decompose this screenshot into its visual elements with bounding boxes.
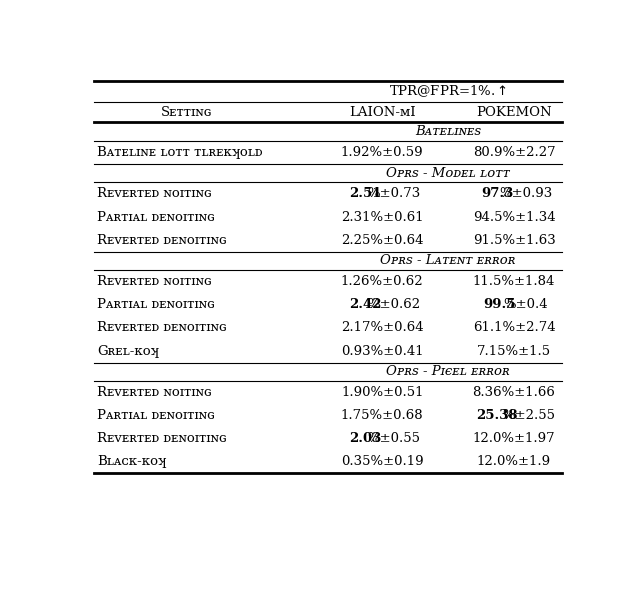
Text: 2.17%±0.64: 2.17%±0.64 <box>341 321 424 334</box>
Text: Rᴇᴠᴇʀᴛᴇᴅ ᴅᴇɴᴏɪᴛɪɴɢ: Rᴇᴠᴇʀᴛᴇᴅ ᴅᴇɴᴏɪᴛɪɴɢ <box>97 432 227 445</box>
Text: Sᴇᴛᴛɪɴɢ: Sᴇᴛᴛɪɴɢ <box>161 106 212 119</box>
Text: 25.38: 25.38 <box>476 409 518 422</box>
Text: Bᴀᴛᴇʟɪɴᴇs: Bᴀᴛᴇʟɪɴᴇs <box>415 125 481 138</box>
Text: Bᴀᴛᴇʟɪɴᴇ ʟᴏᴛᴛ ᴛʟʀᴇᴋʞᴏʟᴅ: Bᴀᴛᴇʟɪɴᴇ ʟᴏᴛᴛ ᴛʟʀᴇᴋʞᴏʟᴅ <box>97 146 262 159</box>
Text: 94.5%±1.34: 94.5%±1.34 <box>473 210 556 224</box>
Text: 2.42: 2.42 <box>349 299 381 311</box>
Text: %±0.55: %±0.55 <box>367 432 420 445</box>
Text: Rᴇᴠᴇʀᴛᴇᴅ ɴᴏɪᴛɪɴɢ: Rᴇᴠᴇʀᴛᴇᴅ ɴᴏɪᴛɪɴɢ <box>97 386 212 399</box>
Text: 61.1%±2.74: 61.1%±2.74 <box>473 321 556 334</box>
Text: 8.36%±1.66: 8.36%±1.66 <box>472 386 556 399</box>
Text: 0.35%±0.19: 0.35%±0.19 <box>341 455 424 468</box>
Text: LAION-ᴍI: LAION-ᴍI <box>349 106 415 119</box>
Text: 1.92%±0.59: 1.92%±0.59 <box>341 146 424 159</box>
Text: Pᴀʀᴛɪᴀʟ ᴅᴇɴᴏɪᴛɪɴɢ: Pᴀʀᴛɪᴀʟ ᴅᴇɴᴏɪᴛɪɴɢ <box>97 210 215 224</box>
Text: Oᴘʀs - Pɪєᴇʟ ᴇʀʀᴏʀ: Oᴘʀs - Pɪєᴇʟ ᴇʀʀᴏʀ <box>387 365 510 378</box>
Text: 2.51: 2.51 <box>349 188 381 200</box>
Text: 11.5%±1.84: 11.5%±1.84 <box>473 275 555 288</box>
Text: 7.15%±1.5: 7.15%±1.5 <box>477 344 551 358</box>
Text: Rᴇᴠᴇʀᴛᴇᴅ ɴᴏɪᴛɪɴɢ: Rᴇᴠᴇʀᴛᴇᴅ ɴᴏɪᴛɪɴɢ <box>97 188 212 200</box>
Text: 1.90%±0.51: 1.90%±0.51 <box>341 386 424 399</box>
Text: Pᴀʀᴛɪᴀʟ ᴅᴇɴᴏɪᴛɪɴɢ: Pᴀʀᴛɪᴀʟ ᴅᴇɴᴏɪᴛɪɴɢ <box>97 299 215 311</box>
Text: 99.5: 99.5 <box>484 299 516 311</box>
Text: 80.9%±2.27: 80.9%±2.27 <box>473 146 556 159</box>
Text: 0.93%±0.41: 0.93%±0.41 <box>341 344 424 358</box>
Text: Rᴇᴠᴇʀᴛᴇᴅ ᴅᴇɴᴏɪᴛɪɴɢ: Rᴇᴠᴇʀᴛᴇᴅ ᴅᴇɴᴏɪᴛɪɴɢ <box>97 234 227 247</box>
Text: %±0.4: %±0.4 <box>504 299 548 311</box>
Text: 2.25%±0.64: 2.25%±0.64 <box>341 234 424 247</box>
Text: 2.03: 2.03 <box>349 432 381 445</box>
Text: %±0.93: %±0.93 <box>499 188 552 200</box>
Text: Bʟᴀᴄᴋ-ᴋᴏʞ: Bʟᴀᴄᴋ-ᴋᴏʞ <box>97 455 166 468</box>
Text: %±2.55: %±2.55 <box>502 409 556 422</box>
Text: Oᴘʀs - Lᴀᴛᴇɴᴛ ᴇʀʀᴏʀ: Oᴘʀs - Lᴀᴛᴇɴᴛ ᴇʀʀᴏʀ <box>380 254 516 268</box>
Text: 91.5%±1.63: 91.5%±1.63 <box>472 234 556 247</box>
Text: %±0.62: %±0.62 <box>367 299 420 311</box>
Text: 97.3: 97.3 <box>481 188 513 200</box>
Text: POKEMON: POKEMON <box>476 106 552 119</box>
Text: %±0.73: %±0.73 <box>367 188 420 200</box>
Text: 12.0%±1.97: 12.0%±1.97 <box>473 432 556 445</box>
Text: Pᴀʀᴛɪᴀʟ ᴅᴇɴᴏɪᴛɪɴɢ: Pᴀʀᴛɪᴀʟ ᴅᴇɴᴏɪᴛɪɴɢ <box>97 409 215 422</box>
Text: 1.26%±0.62: 1.26%±0.62 <box>341 275 424 288</box>
Text: Gʀᴇʟ-ᴋᴏʞ: Gʀᴇʟ-ᴋᴏʞ <box>97 344 159 358</box>
Text: 12.0%±1.9: 12.0%±1.9 <box>477 455 551 468</box>
Text: TPR@FPR=1%.$\uparrow$: TPR@FPR=1%.$\uparrow$ <box>389 83 508 100</box>
Text: Rᴇᴠᴇʀᴛᴇᴅ ɴᴏɪᴛɪɴɢ: Rᴇᴠᴇʀᴛᴇᴅ ɴᴏɪᴛɪɴɢ <box>97 275 212 288</box>
Text: Rᴇᴠᴇʀᴛᴇᴅ ᴅᴇɴᴏɪᴛɪɴɢ: Rᴇᴠᴇʀᴛᴇᴅ ᴅᴇɴᴏɪᴛɪɴɢ <box>97 321 227 334</box>
Text: 2.31%±0.61: 2.31%±0.61 <box>341 210 424 224</box>
Text: Oᴘʀs - Mᴏᴅᴇʟ ʟᴏᴛᴛ: Oᴘʀs - Mᴏᴅᴇʟ ʟᴏᴛᴛ <box>386 167 510 179</box>
Text: 1.75%±0.68: 1.75%±0.68 <box>341 409 424 422</box>
